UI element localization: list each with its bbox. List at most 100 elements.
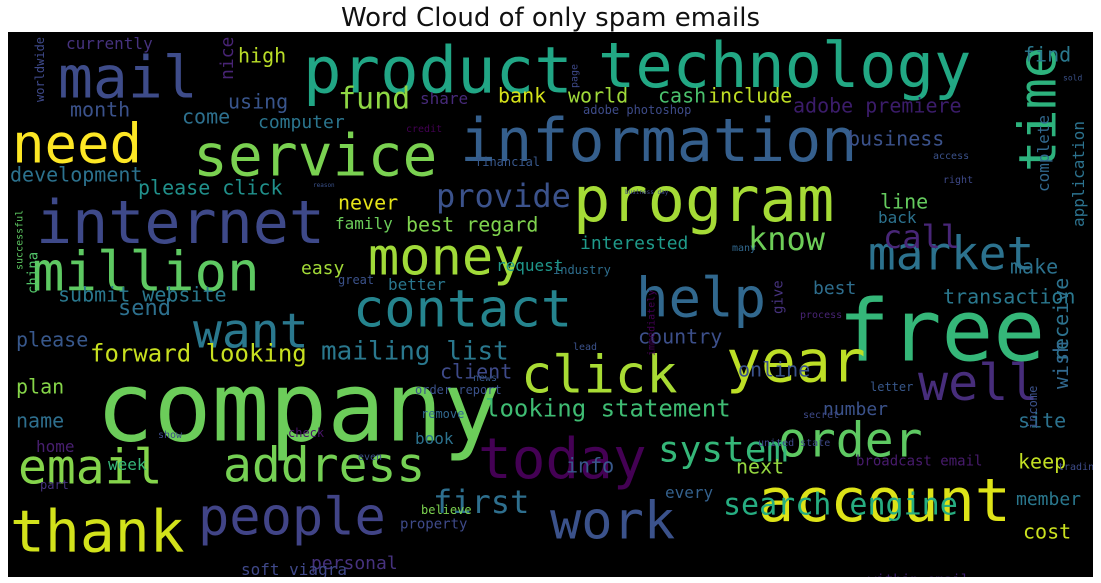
cloud-word-account: account bbox=[758, 466, 1011, 536]
cloud-word-request: request bbox=[496, 256, 563, 275]
cloud-word-part: part bbox=[40, 478, 69, 492]
cloud-word-month: month bbox=[70, 97, 130, 121]
cloud-word-complete: complete bbox=[1034, 115, 1053, 192]
word-cloud: company free product technology mail informat… bbox=[8, 32, 1093, 577]
cloud-word-name: name bbox=[16, 408, 64, 432]
cloud-word-include: include bbox=[708, 83, 792, 107]
cloud-word-fund: fund bbox=[338, 82, 410, 117]
cloud-word-order-report: order report bbox=[415, 383, 502, 397]
cloud-word-today: today bbox=[478, 427, 647, 492]
cloud-word-personal: personal bbox=[311, 553, 398, 574]
cloud-word-please-click: please click bbox=[138, 175, 283, 199]
cloud-word-please: please bbox=[16, 327, 88, 351]
cloud-word-united-state: united state bbox=[758, 438, 830, 449]
cloud-word-line: line bbox=[880, 189, 928, 213]
chart-title: Word Cloud of only spam emails bbox=[340, 3, 761, 33]
cloud-word-time: time bbox=[1009, 47, 1069, 172]
cloud-word-online: online bbox=[738, 357, 810, 381]
cloud-word-email: email bbox=[18, 439, 163, 495]
cloud-word-come: come bbox=[182, 104, 230, 128]
cloud-word-help: help bbox=[636, 266, 766, 329]
cloud-word-never: never bbox=[338, 190, 398, 214]
cloud-word-family: family bbox=[335, 214, 393, 233]
cloud-word-every: every bbox=[665, 483, 714, 502]
cloud-word-immediately: immediately bbox=[646, 290, 657, 356]
cloud-word-credit: credit bbox=[406, 124, 442, 135]
cloud-word-keep: keep bbox=[1018, 449, 1066, 473]
cloud-word-world: world bbox=[568, 83, 628, 107]
cloud-word-soft-viagra: soft viagra bbox=[241, 560, 347, 577]
cloud-word-want: want bbox=[193, 303, 309, 359]
cloud-word-nice: nice bbox=[217, 37, 238, 80]
cloud-word-business: business bbox=[848, 126, 944, 150]
cloud-word-book: book bbox=[415, 429, 454, 448]
cloud-word-find: find bbox=[1023, 42, 1071, 66]
cloud-word-share: share bbox=[420, 89, 468, 108]
cloud-word-give: give bbox=[771, 280, 787, 314]
cloud-word-mail: mail bbox=[58, 44, 198, 112]
cloud-word-access: access bbox=[933, 151, 969, 162]
cloud-word-adobe-photoshop: adobe photoshop bbox=[583, 103, 691, 117]
cloud-word-right: right bbox=[943, 175, 973, 186]
cloud-word-company: company bbox=[96, 352, 501, 464]
cloud-word-address: address bbox=[223, 437, 425, 493]
cloud-word-client: client bbox=[440, 359, 512, 383]
cloud-word-contact: contact bbox=[353, 280, 572, 340]
cloud-word-receive: receive bbox=[1049, 278, 1073, 362]
cloud-word-high: high bbox=[238, 43, 286, 67]
cloud-word-best: best bbox=[813, 278, 856, 299]
cloud-word-know: know bbox=[748, 220, 826, 258]
cloud-word-search-engine: search engine bbox=[723, 488, 958, 523]
cloud-word-show: show bbox=[158, 430, 183, 441]
cloud-word-reason: reason bbox=[313, 182, 335, 189]
cloud-word-currently: currently bbox=[66, 34, 153, 53]
cloud-word-product: product bbox=[303, 34, 573, 108]
cloud-word-within-email: within email bbox=[868, 572, 969, 577]
cloud-word-market: market bbox=[868, 227, 1034, 281]
cloud-word-cost: cost bbox=[1023, 519, 1071, 543]
cloud-word-adobe-premiere: adobe premiere bbox=[793, 93, 962, 117]
cloud-word-financial: financial bbox=[475, 155, 540, 169]
cloud-word-better: better bbox=[388, 275, 446, 294]
cloud-word-year: year bbox=[726, 328, 866, 396]
cloud-word-remove: remove bbox=[421, 407, 464, 421]
cloud-word-well: well bbox=[918, 354, 1038, 412]
cloud-word-submit-website: submit website bbox=[58, 282, 227, 306]
cloud-word-broadcast-email: broadcast email bbox=[856, 453, 982, 469]
cloud-word-sold: sold bbox=[1063, 74, 1082, 83]
cloud-word-china: china bbox=[26, 252, 42, 294]
cloud-word-business-day: business day bbox=[625, 189, 669, 196]
cloud-word-forward-looking: forward looking bbox=[90, 340, 307, 368]
cloud-word-service: service bbox=[193, 122, 437, 190]
cloud-word-easy: easy bbox=[301, 258, 345, 279]
cloud-word-free: free bbox=[838, 282, 1045, 382]
cloud-word-system: system bbox=[658, 430, 788, 471]
cloud-word-trading: trading bbox=[1058, 462, 1093, 473]
cloud-word-week: week bbox=[108, 455, 147, 474]
cloud-word-mailing-list: mailing list bbox=[321, 336, 509, 366]
cloud-word-worldwide: worldwide bbox=[33, 37, 47, 102]
cloud-word-database: database bbox=[648, 576, 715, 577]
cloud-word-site: site bbox=[1018, 408, 1066, 432]
cloud-word-secret: secret bbox=[803, 410, 839, 421]
cloud-word-internet: internet bbox=[36, 188, 325, 258]
cloud-word-work: work bbox=[550, 492, 675, 552]
cloud-word-country: country bbox=[638, 324, 722, 348]
cloud-word-many: many bbox=[732, 243, 756, 254]
cloud-word-money: money bbox=[368, 228, 525, 288]
cloud-word-member: member bbox=[1016, 489, 1081, 510]
cloud-word-cash: cash bbox=[658, 83, 706, 107]
cloud-word-make: make bbox=[1010, 254, 1058, 278]
cloud-word-program: program bbox=[573, 163, 834, 236]
cloud-word-back: back bbox=[878, 208, 917, 227]
cloud-word-check: check bbox=[288, 426, 325, 440]
cloud-word-information: information bbox=[460, 106, 857, 176]
cloud-word-development: development bbox=[10, 162, 142, 186]
cloud-word-news: news bbox=[473, 373, 497, 384]
cloud-word-number: number bbox=[823, 399, 888, 420]
cloud-word-successful: successful bbox=[14, 210, 25, 270]
cloud-word-bank: bank bbox=[498, 83, 546, 107]
cloud-word-interested: interested bbox=[580, 233, 688, 254]
cloud-word-great: great bbox=[338, 273, 374, 287]
cloud-word-home: home bbox=[36, 437, 75, 456]
